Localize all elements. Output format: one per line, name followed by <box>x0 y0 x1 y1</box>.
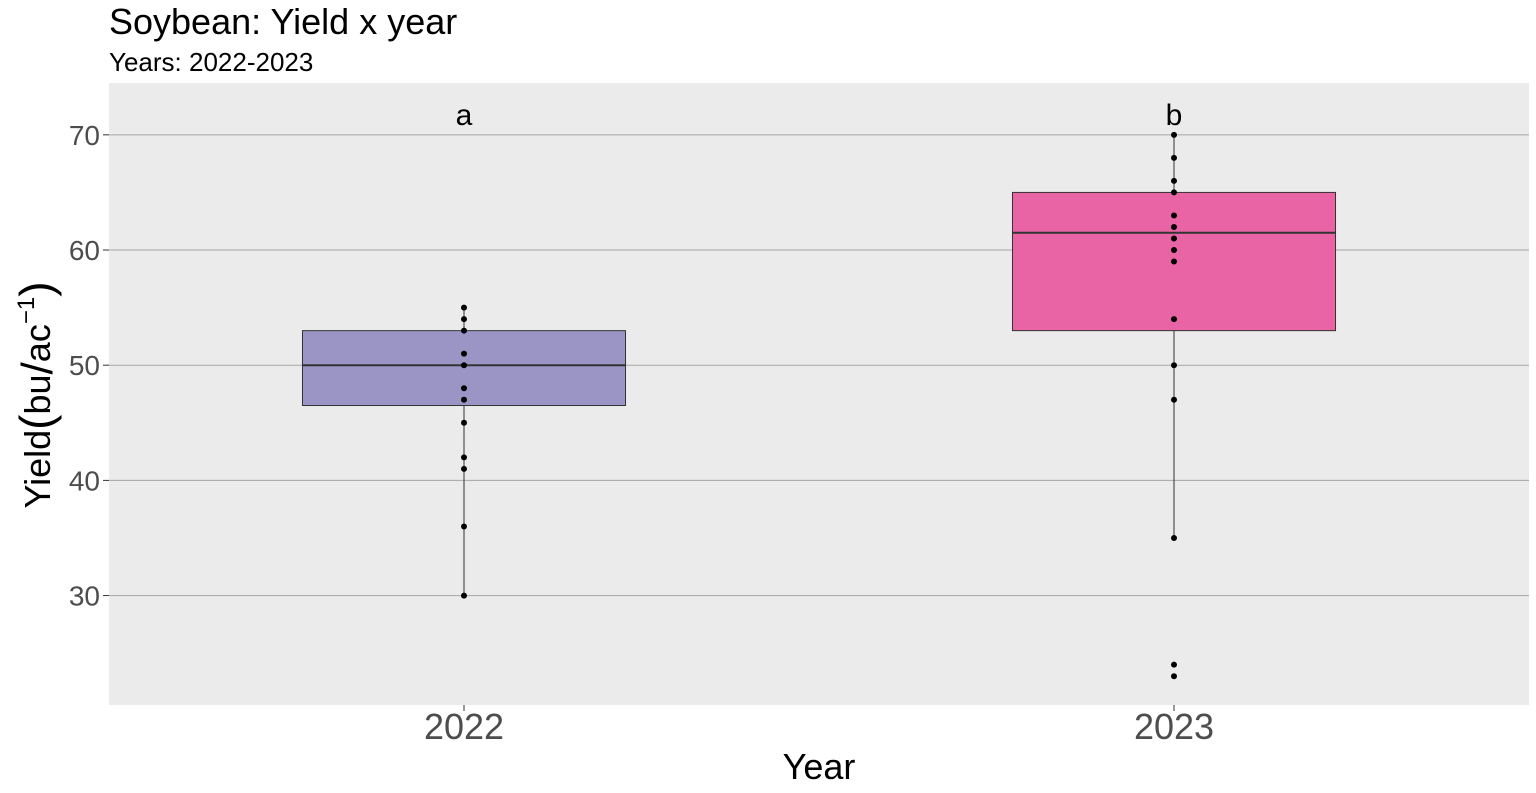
data-point-2023-13 <box>1171 661 1177 668</box>
data-point-2023-11 <box>1171 396 1177 403</box>
data-point-2022-7 <box>461 419 467 426</box>
chart-subtitle: Years: 2022-2023 <box>109 47 313 77</box>
data-point-2022-1 <box>461 316 467 323</box>
x-tick-labels: 2022 2023 <box>424 705 1214 747</box>
y-tick-label-60: 60 <box>69 235 100 266</box>
data-point-2023-4 <box>1171 212 1177 219</box>
data-point-2023-0 <box>1171 131 1177 138</box>
data-point-2022-0 <box>461 304 467 311</box>
y-axis-title-close-paren: ) <box>10 281 62 296</box>
y-tick-label-30: 30 <box>69 581 100 612</box>
x-tick-label-2022: 2022 <box>424 706 504 747</box>
svg-text:Yield(bu/ac−1): Yield(bu/ac−1) <box>10 281 62 508</box>
data-point-2023-12 <box>1171 534 1177 541</box>
y-axis-title: Yield(bu/ac−1) <box>10 281 62 508</box>
data-point-2022-4 <box>461 362 467 369</box>
y-axis-title-main: Yield <box>17 430 58 509</box>
y-tick-labels: 30 40 50 60 70 <box>69 120 109 612</box>
data-point-2023-8 <box>1171 258 1177 265</box>
y-axis-title-superscript: −1 <box>13 297 40 324</box>
significance-letter-2022: a <box>456 99 473 132</box>
data-point-2022-8 <box>461 454 467 461</box>
y-axis-title-unit2: ac <box>17 324 58 362</box>
y-tick-label-70: 70 <box>69 120 100 151</box>
significance-letter-2023: b <box>1166 99 1183 132</box>
y-axis-title-open-paren: ( <box>10 414 62 430</box>
data-point-2022-5 <box>461 385 467 392</box>
data-point-2022-6 <box>461 396 467 403</box>
data-point-2023-1 <box>1171 154 1177 161</box>
box-group-2023: b <box>1011 99 1337 680</box>
data-point-2023-5 <box>1171 223 1177 230</box>
data-point-2023-2 <box>1171 177 1177 184</box>
y-tick-label-40: 40 <box>69 465 100 496</box>
data-point-2023-14 <box>1171 673 1177 680</box>
data-point-2023-7 <box>1171 247 1177 254</box>
y-axis-title-unit: bu <box>17 374 58 414</box>
data-point-2023-9 <box>1171 316 1177 323</box>
data-point-2022-3 <box>461 350 467 357</box>
data-point-2023-10 <box>1171 362 1177 369</box>
data-point-2022-2 <box>461 327 467 334</box>
x-tick-label-2023: 2023 <box>1134 706 1214 747</box>
data-point-2023-3 <box>1171 189 1177 196</box>
y-axis-title-slash: / <box>13 361 62 374</box>
data-point-2022-9 <box>461 465 467 472</box>
data-point-2022-11 <box>461 592 467 599</box>
box-group-2022: a <box>301 99 627 599</box>
data-point-2022-10 <box>461 523 467 530</box>
y-tick-label-50: 50 <box>69 350 100 381</box>
data-point-2023-6 <box>1171 235 1177 242</box>
chart-title: Soybean: Yield x year <box>109 1 457 42</box>
x-axis-title: Year <box>783 746 856 787</box>
